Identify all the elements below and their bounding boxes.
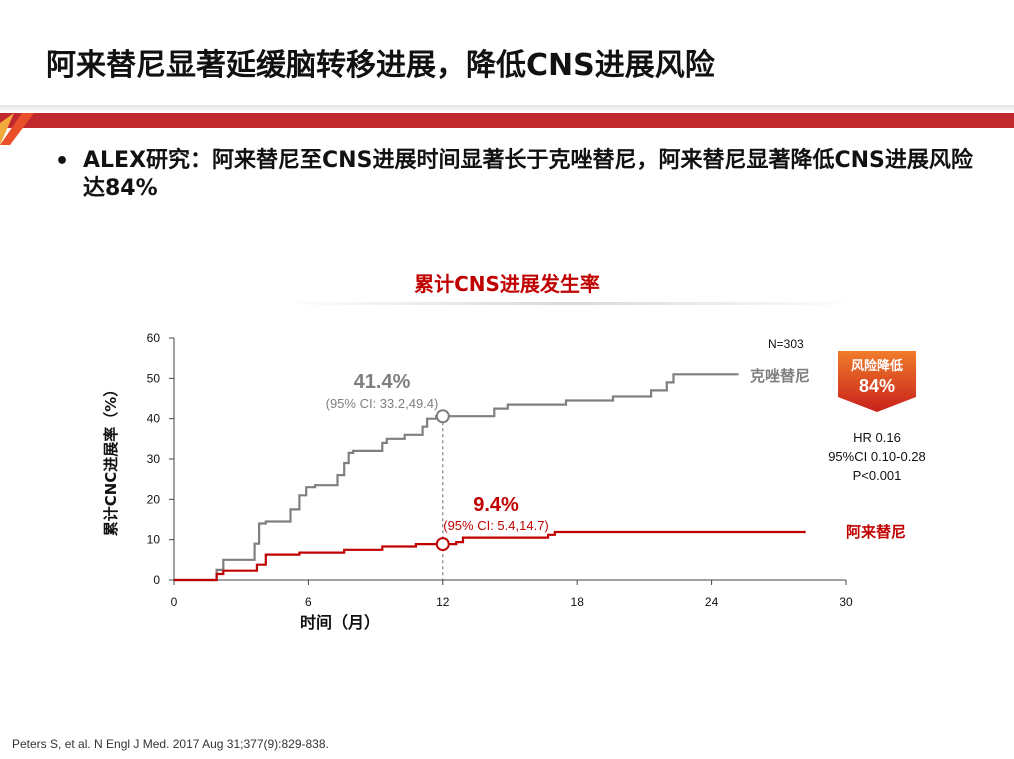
y-tick-label: 20 (147, 492, 161, 506)
legend-alectinib: 阿来替尼 (846, 523, 906, 541)
p-value: P<0.001 (853, 468, 902, 483)
y-tick-label: 30 (147, 452, 161, 466)
crizotinib-rate-label: 41.4% (354, 371, 411, 393)
badge-text-value: 84% (859, 376, 895, 396)
x-tick-label: 12 (436, 595, 450, 609)
y-tick-label: 60 (147, 331, 161, 345)
series-line-alectinib (174, 530, 806, 582)
alectinib-ci-label: (95% CI: 5.4,14.7) (443, 518, 549, 533)
y-tick-label: 0 (153, 573, 160, 587)
risk-reduction-badge (838, 351, 916, 412)
y-tick-label: 40 (147, 412, 161, 426)
hazard-ratio: HR 0.16 (853, 430, 901, 445)
y-axis-label: 累计CNC进展率（%） (102, 382, 120, 537)
header-stripe (0, 105, 1014, 145)
series-line-crizotinib (174, 373, 739, 582)
legend-crizotinib: 克唑替尼 (750, 367, 810, 385)
y-tick-label: 10 (147, 533, 161, 547)
marker-alectinib (435, 537, 450, 552)
x-tick-label: 24 (705, 595, 719, 609)
bullet-text: ALEX研究：阿来替尼至CNS进展时间显著长于克唑替尼，阿来替尼显著降低CNS进… (83, 148, 973, 201)
x-tick-label: 0 (171, 595, 178, 609)
chart-title: 累计CNS进展发生率 (414, 272, 600, 296)
x-tick-label: 6 (305, 595, 312, 609)
marker-crizotinib (435, 409, 450, 424)
x-axis-label: 时间（月） (300, 613, 380, 632)
crizotinib-ci-label: (95% CI: 33.2,49.4) (326, 396, 439, 411)
reference-citation: Peters S, et al. N Engl J Med. 2017 Aug … (12, 737, 329, 751)
x-tick-label: 18 (571, 595, 585, 609)
chart-title-underline (280, 302, 860, 305)
sample-size-label: N=303 (768, 337, 804, 351)
y-tick-label: 50 (147, 371, 161, 385)
badge-text-label: 风险降低 (851, 358, 903, 374)
slide-title: 阿来替尼显著延缓脑转移进展，降低CNS进展风险 (46, 48, 715, 83)
bullet-symbol: • (55, 149, 70, 174)
confidence-interval: 95%CI 0.10-0.28 (828, 449, 926, 464)
x-tick-label: 30 (839, 595, 853, 609)
alectinib-rate-label: 9.4% (473, 494, 519, 516)
